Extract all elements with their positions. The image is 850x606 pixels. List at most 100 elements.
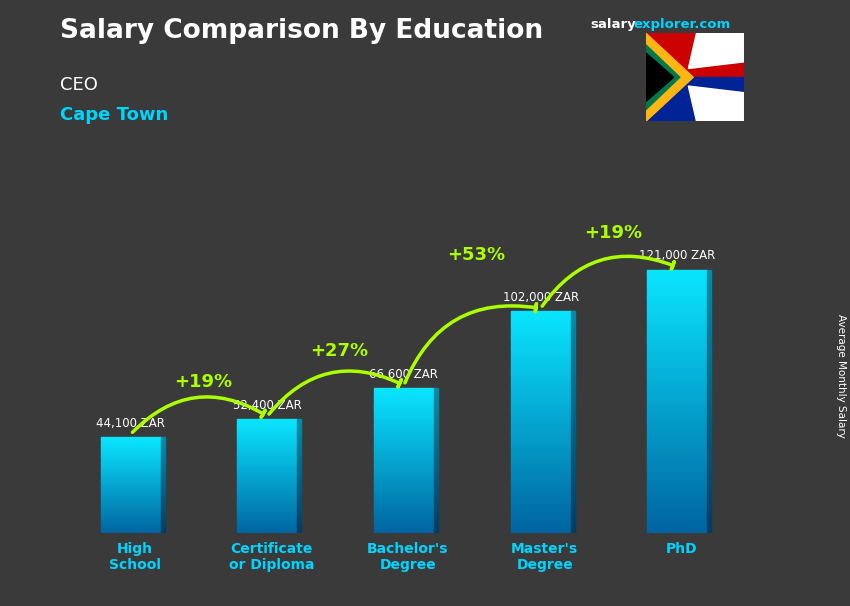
Bar (707, 283, 711, 290)
Bar (298, 485, 302, 488)
Bar (374, 522, 434, 524)
Bar (237, 445, 298, 447)
Text: Salary Comparison By Education: Salary Comparison By Education (60, 18, 542, 44)
Bar (298, 439, 302, 442)
Bar (100, 467, 161, 468)
Bar (237, 530, 298, 532)
Bar (161, 511, 165, 514)
Bar (707, 447, 711, 454)
Bar (237, 452, 298, 453)
Bar (647, 490, 707, 494)
Bar (100, 470, 161, 471)
Bar (237, 459, 298, 461)
Bar (374, 410, 434, 412)
Bar (647, 293, 707, 296)
Bar (511, 505, 570, 508)
Bar (237, 507, 298, 509)
Bar (100, 450, 161, 452)
Bar (100, 454, 161, 456)
Bar (298, 473, 302, 476)
Bar (647, 415, 707, 418)
Bar (434, 497, 438, 501)
Polygon shape (646, 33, 694, 121)
Bar (237, 479, 298, 481)
Bar (707, 310, 711, 316)
Bar (100, 508, 161, 509)
Bar (374, 521, 434, 522)
Bar (161, 490, 165, 493)
Bar (647, 421, 707, 425)
Bar (511, 359, 570, 362)
Bar (374, 403, 434, 405)
Bar (434, 493, 438, 497)
Bar (647, 530, 707, 533)
Bar (434, 453, 438, 458)
Bar (511, 320, 570, 322)
Bar (161, 499, 165, 502)
Bar (647, 464, 707, 468)
Bar (100, 497, 161, 499)
Bar (298, 482, 302, 485)
Bar (237, 472, 298, 473)
Bar (434, 435, 438, 439)
Bar (161, 504, 165, 507)
Bar (237, 451, 298, 452)
Bar (237, 465, 298, 467)
Bar (374, 451, 434, 454)
Bar (100, 441, 161, 442)
Bar (100, 509, 161, 510)
Bar (100, 462, 161, 464)
Bar (374, 453, 434, 456)
Bar (570, 428, 575, 433)
Bar (647, 346, 707, 349)
Bar (237, 436, 298, 438)
Bar (647, 277, 707, 280)
Bar (434, 486, 438, 490)
Bar (374, 434, 434, 436)
Bar (374, 446, 434, 448)
Bar (237, 462, 298, 464)
Bar (707, 461, 711, 468)
Bar (511, 456, 570, 459)
Bar (374, 495, 434, 497)
Bar (237, 521, 298, 522)
Bar (374, 470, 434, 471)
Bar (237, 448, 298, 449)
Bar (374, 504, 434, 506)
Bar (100, 443, 161, 445)
Bar (100, 499, 161, 501)
Bar (237, 474, 298, 476)
Bar (374, 390, 434, 392)
Bar (237, 435, 298, 436)
Bar (707, 441, 711, 448)
Bar (100, 525, 161, 526)
Bar (374, 481, 434, 482)
Bar (237, 478, 298, 479)
Bar (374, 482, 434, 484)
Bar (647, 329, 707, 333)
Bar (237, 510, 298, 512)
Bar (511, 345, 570, 348)
Bar (434, 442, 438, 447)
Bar (161, 471, 165, 473)
Bar (100, 478, 161, 479)
Bar (647, 339, 707, 342)
Bar (434, 515, 438, 519)
Bar (511, 417, 570, 420)
Bar (100, 510, 161, 511)
Bar (237, 502, 298, 504)
Bar (100, 465, 161, 466)
Text: +27%: +27% (310, 342, 369, 360)
Bar (707, 507, 711, 513)
Bar (707, 481, 711, 487)
Bar (100, 494, 161, 495)
Bar (434, 392, 438, 396)
Bar (570, 416, 575, 422)
Bar (511, 444, 570, 447)
Bar (374, 502, 434, 504)
Bar (237, 523, 298, 525)
Bar (434, 399, 438, 403)
Bar (707, 527, 711, 533)
Bar (511, 486, 570, 489)
Bar (647, 323, 707, 326)
